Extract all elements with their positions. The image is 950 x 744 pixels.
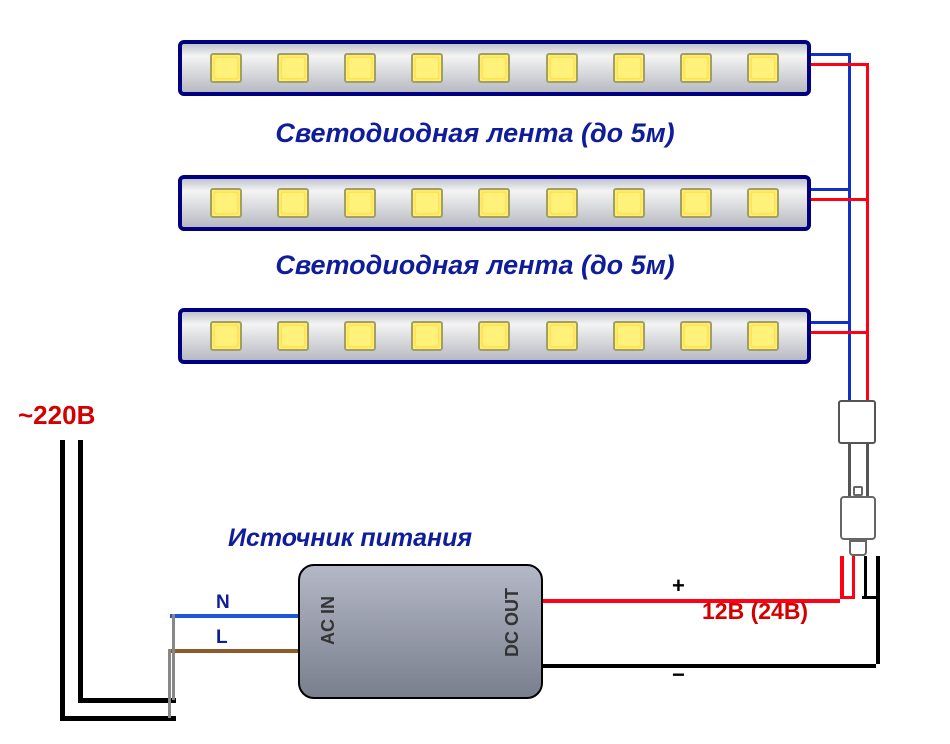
strip-label-1: Светодиодная лента (до 5м) — [275, 118, 674, 149]
led — [747, 53, 779, 83]
led — [680, 321, 712, 351]
led-strip-1 — [178, 40, 811, 96]
bus-connector — [838, 400, 876, 444]
led — [277, 53, 309, 83]
led — [680, 188, 712, 218]
led — [210, 188, 242, 218]
led — [344, 188, 376, 218]
led — [613, 188, 645, 218]
led-strip-3 — [178, 308, 811, 364]
led — [546, 321, 578, 351]
led — [277, 321, 309, 351]
led — [210, 321, 242, 351]
led — [680, 53, 712, 83]
led — [478, 188, 510, 218]
ac-voltage-label: ~220В — [18, 400, 95, 431]
polarity-minus: − — [672, 662, 685, 688]
strip-label-2: Светодиодная лента (до 5м) — [275, 250, 674, 281]
led — [478, 321, 510, 351]
line-label: L — [216, 627, 228, 649]
led — [411, 53, 443, 83]
power-supply: AC IN DC OUT — [298, 564, 543, 699]
neutral-label: N — [216, 592, 230, 614]
led — [411, 321, 443, 351]
led — [546, 188, 578, 218]
led — [411, 188, 443, 218]
dc-plug — [840, 496, 876, 540]
led — [546, 53, 578, 83]
psu-ac-in-label: AC IN — [318, 596, 339, 645]
led — [344, 53, 376, 83]
led — [277, 188, 309, 218]
psu-caption: Источник питания — [228, 524, 472, 553]
led — [344, 321, 376, 351]
polarity-plus: + — [672, 573, 685, 599]
led — [747, 321, 779, 351]
led — [747, 188, 779, 218]
psu-dc-out-label: DC OUT — [502, 588, 523, 657]
dc-voltage-label: 12В (24В) — [702, 598, 808, 625]
led — [613, 321, 645, 351]
led — [210, 53, 242, 83]
led — [478, 53, 510, 83]
led — [613, 53, 645, 83]
led-strip-2 — [178, 175, 811, 231]
